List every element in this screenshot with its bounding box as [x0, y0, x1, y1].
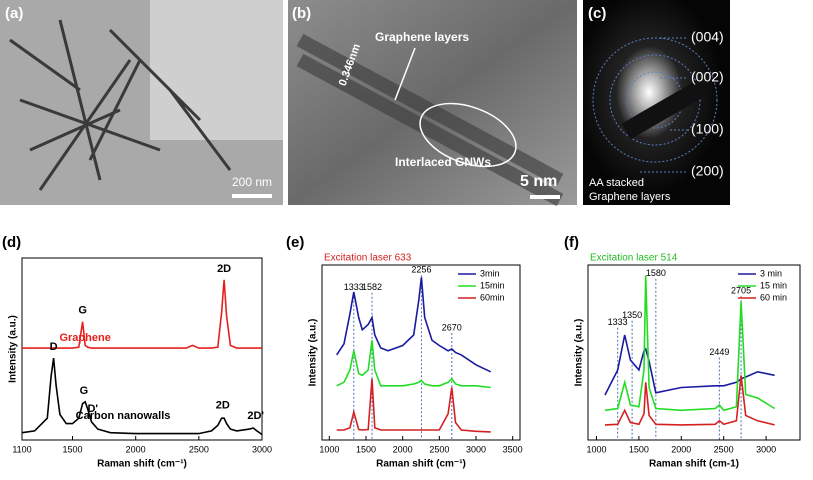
legend-label: 3min: [480, 268, 500, 278]
y-axis-label: Intensity (a.u.): [8, 315, 19, 383]
x-tick-label: 1500: [629, 444, 649, 454]
x-tick-label: 2000: [126, 444, 146, 454]
legend-label: 15min: [480, 280, 505, 290]
x-tick-label: 2500: [714, 444, 734, 454]
ring-label: (200): [691, 163, 724, 179]
image-c: (c) (004) (002) (100) (200) AA stacked G…: [583, 0, 730, 205]
x-tick-label: 1500: [63, 444, 83, 454]
scale-label: 200 nm: [232, 175, 272, 189]
spectrum-line: [604, 275, 776, 412]
annotation: D': [87, 403, 98, 415]
series-label: Carbon nanowalls: [76, 410, 171, 422]
ring-label: (002): [691, 69, 724, 85]
spectrum-line: [336, 340, 491, 389]
legend-label: 60 min: [760, 292, 787, 302]
x-tick-label: 2500: [429, 444, 449, 454]
caption: Graphene layers: [589, 191, 671, 203]
plot-frame: [587, 264, 801, 441]
spectrum-line: [336, 277, 492, 373]
spectrum-line: [22, 279, 262, 349]
ring-label: (100): [691, 121, 724, 137]
spectrum-line: [604, 375, 775, 426]
spectrum-line: [336, 378, 491, 433]
y-axis-label: Intensity (a.u.): [574, 319, 585, 387]
annotation: Graphene layers: [375, 30, 469, 44]
chart-title: Excitation laser 514: [590, 253, 678, 264]
image-a: (a) 200 nm: [0, 0, 283, 205]
spectrum-line: [21, 357, 263, 436]
legend-label: 60min: [480, 292, 505, 302]
chart-title: Excitation laser 633: [324, 253, 412, 264]
annotation: 2670: [442, 322, 462, 332]
x-tick-label: 3000: [756, 444, 776, 454]
annotation: 1350: [622, 310, 642, 320]
panel-label: (d): [2, 234, 21, 251]
spectrum-line: [604, 334, 775, 396]
x-tick-label: 3000: [252, 444, 272, 454]
x-tick-label: 2000: [393, 444, 413, 454]
annotation: 2D': [247, 410, 264, 422]
annotation: 1582: [362, 282, 382, 292]
scale-label: 5 nm: [520, 173, 557, 190]
panel-label: (b): [292, 5, 311, 22]
x-axis-label: Raman shift (cm⁻¹): [97, 459, 187, 470]
x-tick-label: 2000: [671, 444, 691, 454]
x-tick-label: 3500: [503, 444, 523, 454]
x-axis-label: Raman shift (cm⁻¹): [376, 459, 466, 470]
annotation: D: [50, 341, 58, 353]
x-tick-label: 1000: [319, 444, 339, 454]
annotation: Interlaced GNWs: [395, 155, 491, 169]
x-tick-label: 2500: [189, 444, 209, 454]
annotation: G: [80, 385, 89, 397]
ring-label: (004): [691, 29, 724, 45]
caption: AA stacked: [589, 177, 644, 189]
panel-label: (f): [564, 234, 579, 251]
annotation: 1333: [608, 317, 628, 327]
x-tick-label: 1500: [356, 444, 376, 454]
annotation: 2D: [216, 399, 230, 411]
annotation: 2705: [731, 286, 751, 296]
series-label: Graphene: [59, 332, 110, 344]
annotation: 2D: [217, 263, 231, 275]
x-tick-label: 1100: [12, 444, 31, 454]
annotation: 2256: [411, 265, 431, 275]
panel-label: (a): [5, 5, 23, 22]
legend-label: 3 min: [760, 268, 782, 278]
panel-label: (c): [588, 5, 606, 22]
x-tick-label: 3000: [466, 444, 486, 454]
image-b: (b) Graphene layers 0.346nm Interlaced G…: [288, 0, 577, 207]
annotation: 1580: [646, 268, 666, 278]
annotation: 2449: [709, 347, 729, 357]
annotation: 1333: [344, 282, 364, 292]
y-axis-label: Intensity (a.u.): [308, 319, 319, 387]
legend-label: 15 min: [760, 280, 787, 290]
annotation: G: [78, 305, 87, 317]
x-axis-label: Raman shift (cm-1): [649, 459, 739, 470]
plot-frame: [21, 257, 263, 441]
panel-label: (e): [286, 234, 304, 251]
x-tick-label: 1000: [586, 444, 606, 454]
